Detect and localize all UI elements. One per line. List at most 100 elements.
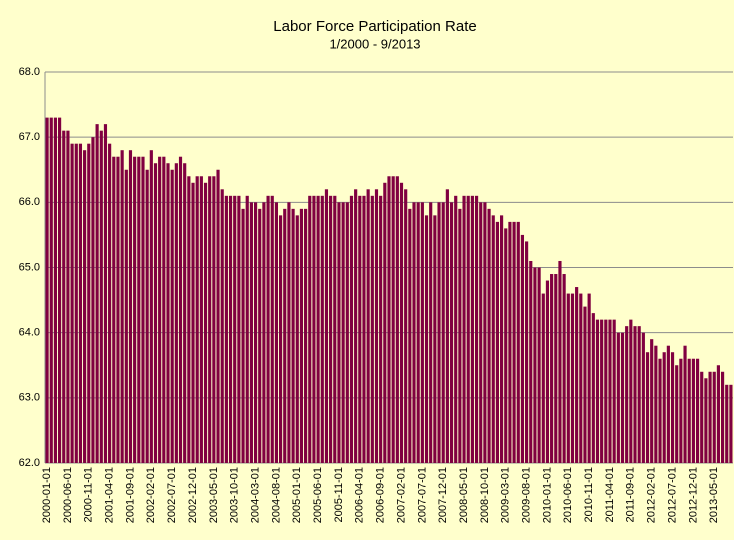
bar xyxy=(445,189,449,464)
bar xyxy=(312,195,316,464)
bar xyxy=(78,143,83,463)
bar xyxy=(633,326,637,463)
x-tick-label: 2012-12-01 xyxy=(687,467,699,523)
bar xyxy=(458,208,462,463)
bar xyxy=(349,195,354,464)
bar xyxy=(712,371,716,463)
bar xyxy=(491,215,495,463)
bar xyxy=(583,306,587,463)
bar xyxy=(324,189,329,464)
bar xyxy=(625,326,629,463)
x-tick-label: 2000-11-01 xyxy=(83,467,95,522)
bar xyxy=(116,156,120,463)
bar xyxy=(437,202,441,464)
bar xyxy=(304,208,308,463)
bar xyxy=(49,117,53,463)
bar xyxy=(295,215,299,463)
bar xyxy=(487,208,491,463)
y-tick-label: 62.0 xyxy=(19,457,40,469)
bar xyxy=(725,384,729,463)
bar xyxy=(700,371,704,463)
bar xyxy=(537,267,541,463)
bar xyxy=(508,221,512,463)
bar xyxy=(83,150,87,463)
bar xyxy=(108,143,112,463)
bar xyxy=(533,267,537,463)
bar xyxy=(220,189,224,464)
x-tick-label: 2011-09-01 xyxy=(625,467,637,522)
bar xyxy=(370,195,374,464)
x-tick-label: 2007-02-01 xyxy=(395,467,407,523)
bar xyxy=(570,293,575,463)
bar xyxy=(466,195,470,464)
x-tick-label: 2004-03-01 xyxy=(249,467,261,523)
y-tick-label: 63.0 xyxy=(19,392,40,404)
bar xyxy=(474,195,479,464)
bar xyxy=(495,221,499,463)
bar xyxy=(550,274,554,463)
bar xyxy=(329,195,333,464)
bar xyxy=(379,195,383,464)
x-tick-label: 2010-11-01 xyxy=(583,467,595,522)
bar xyxy=(283,208,287,463)
bar xyxy=(362,195,366,464)
bar xyxy=(395,176,399,463)
bar xyxy=(441,202,445,464)
bar xyxy=(483,202,487,464)
x-tick-label: 2001-04-01 xyxy=(104,467,116,523)
x-tick-label: 2008-05-01 xyxy=(458,467,470,523)
bar xyxy=(704,378,708,463)
bar xyxy=(358,195,362,464)
bar xyxy=(178,156,183,463)
bar xyxy=(345,202,349,464)
bar xyxy=(433,215,437,463)
bar xyxy=(499,215,504,463)
bar xyxy=(128,150,133,463)
bar xyxy=(729,384,733,463)
bar xyxy=(716,365,720,463)
x-tick-label: 2012-07-01 xyxy=(666,467,678,523)
y-tick-label: 65.0 xyxy=(19,261,40,273)
bar xyxy=(341,202,345,464)
bar xyxy=(412,202,416,464)
x-tick-label: 2007-12-01 xyxy=(437,467,449,523)
bar xyxy=(62,130,66,463)
bar xyxy=(195,176,199,463)
bar xyxy=(595,319,600,463)
bar xyxy=(591,313,595,463)
y-tick-label: 68.0 xyxy=(19,66,40,78)
bar xyxy=(258,208,262,463)
x-tick-label: 2002-07-01 xyxy=(166,467,178,523)
bar xyxy=(608,319,612,463)
bar xyxy=(270,195,274,464)
x-tick-label: 2009-08-01 xyxy=(521,467,533,523)
bar xyxy=(249,202,253,464)
bar xyxy=(95,124,99,463)
bar xyxy=(274,202,279,464)
bar xyxy=(424,215,429,463)
bar xyxy=(199,176,203,463)
bar xyxy=(650,339,654,463)
bar xyxy=(462,195,466,464)
bar xyxy=(91,137,95,463)
bar xyxy=(691,358,695,463)
bar xyxy=(58,117,62,463)
y-tick-label: 67.0 xyxy=(19,131,40,143)
x-tick-label: 2009-03-01 xyxy=(500,467,512,523)
bar xyxy=(408,208,412,463)
x-tick-label: 2002-12-01 xyxy=(187,467,199,523)
bar xyxy=(320,195,324,464)
bar xyxy=(420,202,424,464)
bar xyxy=(566,293,570,463)
bar xyxy=(103,124,108,463)
bar xyxy=(208,176,212,463)
bar xyxy=(170,169,174,463)
bar xyxy=(203,182,208,464)
bar xyxy=(387,176,391,463)
bar xyxy=(153,163,158,463)
bar xyxy=(587,293,591,463)
x-tick-label: 2010-06-01 xyxy=(562,467,574,523)
bar xyxy=(399,182,404,464)
